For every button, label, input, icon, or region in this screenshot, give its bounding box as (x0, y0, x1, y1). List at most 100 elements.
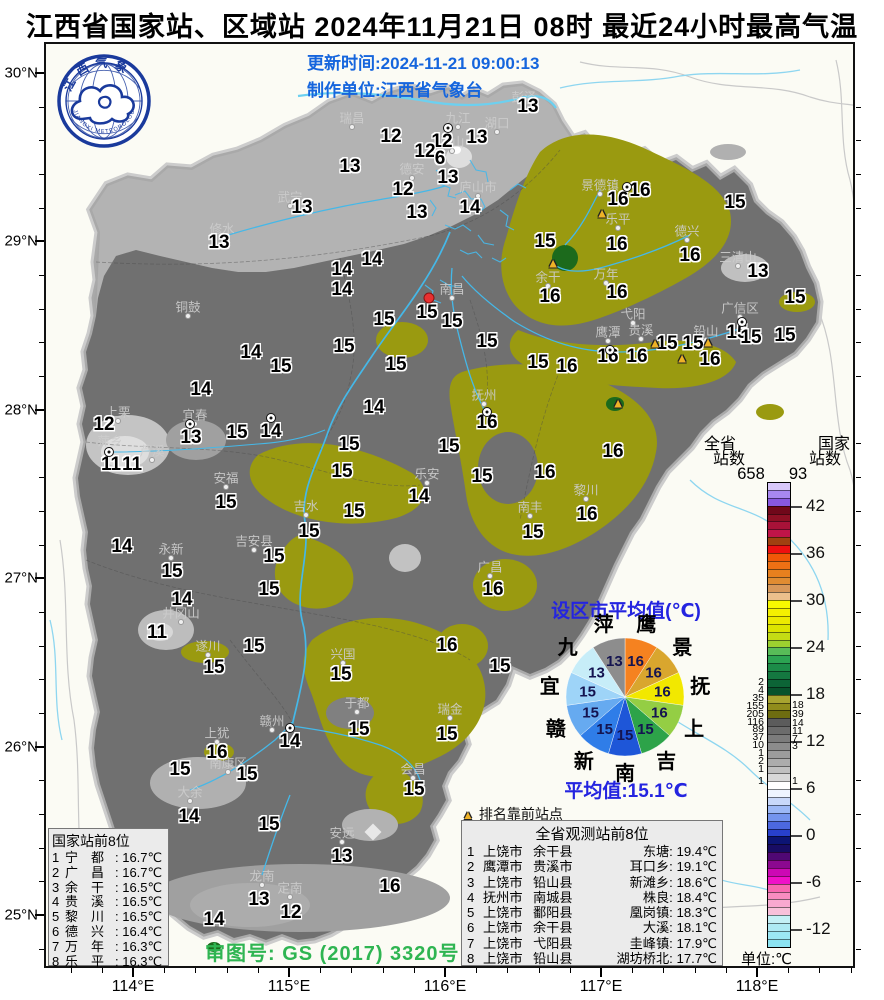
colorbar-band (768, 938, 790, 947)
update-time: 更新时间:2024-11-21 09:00:13 (307, 54, 540, 73)
province-top8-row: 1 上饶市 余干县 东塘: 19.4℃ (467, 844, 717, 859)
colorbar-band (768, 860, 790, 868)
producer: 制作单位:江西省气象台 (307, 81, 483, 100)
colorbar-band (768, 513, 790, 522)
map-license-number: 审图号: GS (2017) 3320号 (205, 943, 460, 965)
colorbar-band (768, 718, 790, 727)
province-top8-row: 6 上饶市 余干县 大溪: 18.1℃ (467, 920, 717, 936)
colorbar-band (768, 852, 790, 860)
colorbar-band (768, 529, 790, 538)
colorbar-band (768, 694, 790, 703)
pie-value: 13 (606, 653, 623, 670)
left-header-line2: 站数 (712, 451, 745, 468)
colorbar-band (768, 734, 790, 742)
colorbar-left-header: 全省 站数 (694, 436, 746, 468)
pie-city-label: 吉 (656, 750, 676, 773)
province-top8-box: 全省观测站前8位 1 上饶市 余干县 东塘: 19.4℃ 2 鹰潭市 贵溪市 耳口乡: 19.… (461, 820, 723, 966)
colorbar-band (768, 576, 790, 585)
colorbar-band (768, 804, 790, 813)
right-header-line1: 国家 (817, 436, 850, 453)
colorbar-band (768, 647, 790, 656)
colorbar-band (768, 686, 790, 695)
province-top8-row: 5 上饶市 鄱阳县 凰岗镇: 18.3℃ (467, 905, 717, 921)
colorbar-band (768, 781, 790, 790)
ranking-marker-legend: ▲ 排名靠前站点 (462, 804, 563, 824)
colorbar-band (768, 765, 790, 774)
colorbar-right-header: 国家 站数 (806, 436, 862, 468)
colorbar-band (768, 773, 790, 782)
colorbar-band (768, 568, 790, 577)
colorbar-band (768, 592, 790, 601)
province-top8-rows: 1 上饶市 余干县 东塘: 19.4℃ 2 鹰潭市 贵溪市 耳口乡: 19.1℃ 3 上饶市 铅山县… (467, 844, 717, 966)
pie-value: 15 (637, 721, 654, 738)
province-top8-row: 4 抚州市 南城县 株良: 18.4℃ (467, 889, 717, 905)
national-top8-title: 国家站前8位 (52, 833, 130, 849)
colorbar-band (768, 655, 790, 664)
colorbar-band (768, 915, 790, 923)
colorbar-band (768, 883, 790, 892)
pie-city-label: 南 (615, 762, 635, 785)
pie-value: 16 (654, 684, 671, 701)
province-average: 平均值:15.1℃ (564, 781, 688, 802)
pie-city-label: 鹰 (636, 612, 656, 636)
page-title: 江西省国家站、区域站 2024年11月21日 08时 最近24小时最高气温 (25, 12, 859, 42)
colorbar-band (768, 489, 790, 498)
colorbar-band (768, 828, 790, 837)
colorbar-band (768, 844, 790, 853)
colorbar-band (768, 600, 790, 608)
colorbar-band (768, 545, 790, 553)
pie-value: 15 (579, 684, 596, 701)
colorbar-band (768, 623, 790, 632)
colorbar-band (768, 726, 790, 734)
pie-city-label: 萍 (594, 612, 614, 636)
jiangxi-meteorology-logo: 江西气象 JIANGXI METEOROLOGY (56, 53, 151, 148)
colorbar-band (768, 505, 790, 514)
pie-value: 16 (627, 653, 644, 670)
colorbar-band (768, 483, 790, 490)
colorbar-band (768, 907, 790, 916)
prefecture-boundaries (85, 149, 561, 723)
colorbar-band (768, 899, 790, 908)
pie-city-label: 上 (684, 718, 704, 741)
colorbar-band (768, 631, 790, 640)
colorbar-band (768, 875, 790, 884)
colorbar-band (768, 678, 790, 687)
pie-value: 15 (617, 727, 634, 744)
province-top8-row: 3 上饶市 铅山县 新滩乡: 18.6℃ (467, 874, 717, 890)
pie-city-label: 景 (672, 636, 692, 659)
pie-city-label: 赣 (546, 717, 567, 741)
colorbar-band (768, 749, 790, 758)
temperature-colorbar (767, 482, 791, 948)
colorbar-band (768, 836, 790, 845)
province-top8-row: 7 上饶市 弋阳县 圭峰镇: 17.9℃ (467, 935, 717, 951)
colorbar-band (768, 663, 790, 671)
colorbar-band (768, 741, 790, 750)
colorbar-band (768, 820, 790, 829)
cloud-icon (70, 84, 135, 125)
colorbar-band (768, 867, 790, 876)
colorbar-band (768, 497, 790, 506)
colorbar-band (768, 757, 790, 766)
pie-value: 13 (588, 664, 605, 681)
pie-chart-title: 设区市平均值(℃) (551, 601, 701, 622)
colorbar-band (768, 552, 790, 561)
colorbar-band (768, 923, 790, 931)
left-header-line1: 全省 (703, 436, 736, 453)
colorbar-band (768, 812, 790, 821)
province-top8-row: 2 鹰潭市 贵溪市 耳口乡: 19.1℃ (467, 859, 717, 875)
triangle-icon: ▲ (462, 808, 474, 822)
pie-slice-萍 (592, 637, 626, 698)
right-header-line2: 站数 (808, 451, 841, 468)
colorbar-left-total: 658 (737, 465, 765, 483)
